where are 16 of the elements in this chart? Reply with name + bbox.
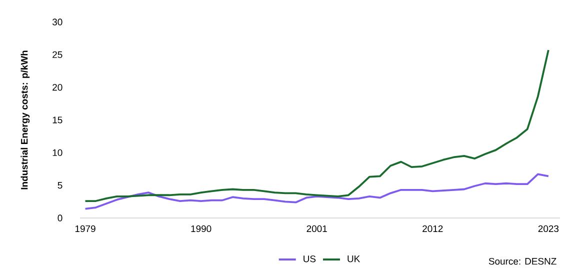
y-tick-label: 15 [52,116,62,124]
legend-label: UK [348,256,360,262]
y-tick-label: 5 [58,182,62,189]
source-note: Source: DESNZ [488,258,556,265]
legend-label: US [304,256,316,262]
y-tick-label: 30 [52,18,62,26]
x-tick-label: 2023 [538,225,559,232]
x-tick-label: 2012 [422,225,443,232]
x-tick-label: 1990 [191,225,212,232]
x-tick-label: 1979 [75,225,96,232]
y-tick-label: 20 [52,84,62,91]
x-tick-label: 2001 [306,225,327,232]
y-axis-title: Industrial Energy costs: p/kWh [20,50,30,190]
y-tick-label: 10 [52,149,62,156]
y-tick-label: 25 [52,51,62,58]
y-tick-label: 0 [58,214,62,222]
